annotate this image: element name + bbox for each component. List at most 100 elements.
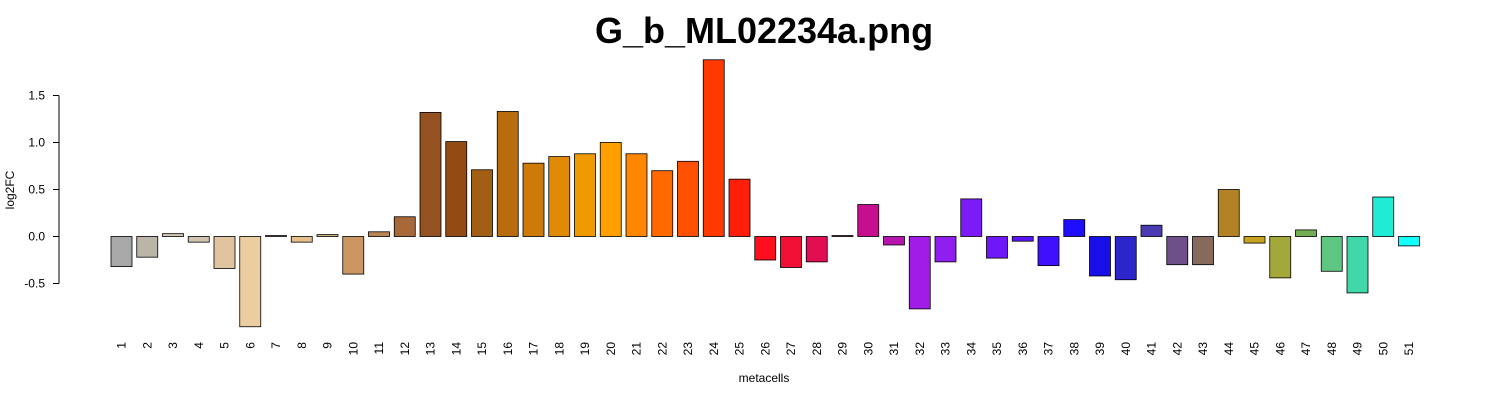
bars — [110, 59, 1420, 328]
x-tick-label-35: 35 — [990, 342, 1004, 356]
bar-30 — [857, 204, 880, 237]
x-tick-label-8: 8 — [295, 342, 309, 349]
x-tick-label-14: 14 — [449, 342, 463, 356]
x-tick-label-11: 11 — [372, 342, 386, 355]
bar-29 — [831, 235, 854, 237]
x-tick-label-30: 30 — [861, 342, 875, 356]
bar-12 — [393, 216, 416, 237]
bar-17 — [522, 162, 545, 237]
bar-22 — [651, 170, 674, 237]
x-tick-label-36: 36 — [1016, 342, 1030, 356]
bar-40 — [1114, 236, 1137, 281]
bar-49 — [1346, 236, 1369, 294]
bar-44 — [1217, 189, 1240, 237]
bar-15 — [471, 169, 493, 237]
bar-18 — [548, 156, 571, 237]
bar-38 — [1063, 219, 1086, 237]
bar-48 — [1320, 236, 1343, 272]
x-tick-label-34: 34 — [964, 342, 978, 356]
bar-27 — [780, 236, 802, 268]
bar-11 — [368, 231, 390, 237]
y-tick-label: 1.5 — [28, 89, 45, 103]
bar-42 — [1166, 236, 1189, 266]
y-axis-label: log2FC — [3, 170, 17, 209]
bar-7 — [265, 235, 287, 237]
bar-32 — [908, 236, 931, 310]
bar-23 — [677, 160, 699, 237]
bar-19 — [574, 153, 596, 237]
x-tick-label-51: 51 — [1402, 342, 1416, 356]
x-tick-label-3: 3 — [166, 342, 180, 349]
bar-35 — [986, 236, 1008, 259]
x-tick-label-26: 26 — [758, 342, 772, 356]
bar-8 — [290, 236, 313, 243]
bar-50 — [1372, 196, 1395, 237]
x-tick-label-20: 20 — [604, 342, 618, 356]
x-tick-label-45: 45 — [1248, 342, 1262, 356]
bar-3 — [162, 233, 184, 237]
x-tick-label-2: 2 — [140, 342, 154, 349]
chart-title: G_b_ML02234a.png — [595, 10, 933, 51]
bar-31 — [883, 236, 905, 246]
x-tick-label-43: 43 — [1196, 342, 1210, 356]
x-tick-label-40: 40 — [1119, 342, 1133, 356]
bar-46 — [1269, 236, 1292, 279]
bar-47 — [1295, 229, 1317, 237]
x-tick-label-10: 10 — [346, 342, 360, 356]
x-tick-label-19: 19 — [578, 342, 592, 356]
x-tick-label-16: 16 — [501, 342, 515, 356]
bar-28 — [805, 236, 828, 263]
x-tick-label-47: 47 — [1299, 342, 1313, 356]
bar-4 — [187, 236, 210, 243]
x-tick-label-15: 15 — [475, 342, 489, 356]
y-tick-label: -0.5 — [24, 277, 45, 291]
x-tick-label-49: 49 — [1351, 342, 1365, 356]
bar-39 — [1089, 236, 1111, 277]
bar-41 — [1140, 224, 1163, 237]
y-tick-label: 1.0 — [28, 136, 45, 150]
bar-13 — [419, 112, 442, 237]
x-tick-label-37: 37 — [1042, 342, 1056, 356]
x-tick-label-27: 27 — [784, 342, 798, 356]
x-tick-label-28: 28 — [810, 342, 824, 356]
bar-33 — [934, 236, 957, 263]
x-tick-label-9: 9 — [321, 342, 335, 349]
x-tick-label-44: 44 — [1222, 342, 1236, 356]
bar-14 — [445, 141, 468, 237]
bar-34 — [960, 198, 983, 237]
bar-21 — [625, 153, 648, 237]
x-tick-label-21: 21 — [630, 342, 644, 356]
x-tick-label-25: 25 — [733, 342, 747, 356]
x-tick-label-23: 23 — [681, 342, 695, 356]
bar-43 — [1192, 236, 1214, 266]
bar-36 — [1011, 236, 1034, 242]
x-tick-label-5: 5 — [218, 342, 232, 349]
x-tick-label-50: 50 — [1376, 342, 1390, 356]
bar-5 — [213, 236, 236, 269]
bar-24 — [702, 59, 725, 237]
y-axis: -0.5 0.0 0.5 1.0 1.5 — [24, 89, 60, 291]
x-tick-label-31: 31 — [887, 342, 901, 356]
x-tick-label-13: 13 — [424, 342, 438, 356]
x-tick-label-46: 46 — [1273, 342, 1287, 356]
x-tick-label-48: 48 — [1325, 342, 1339, 356]
x-tick-label-32: 32 — [913, 342, 927, 356]
bar-25 — [728, 178, 751, 237]
x-tick-label-41: 41 — [1145, 342, 1159, 356]
x-tick-label-17: 17 — [527, 342, 541, 356]
bar-26 — [754, 236, 777, 261]
bar-6 — [239, 236, 262, 328]
x-tick-label-6: 6 — [243, 342, 257, 349]
bar-9 — [316, 234, 339, 237]
x-tick-label-18: 18 — [552, 342, 566, 356]
y-tick-label: 0.0 — [28, 230, 45, 244]
bar-16 — [496, 111, 519, 237]
bar-20 — [599, 142, 622, 237]
x-tick-label-33: 33 — [939, 342, 953, 356]
x-tick-label-4: 4 — [192, 342, 206, 349]
x-tick-label-12: 12 — [398, 342, 412, 356]
x-tick-label-42: 42 — [1170, 342, 1184, 356]
x-tick-label-22: 22 — [655, 342, 669, 356]
